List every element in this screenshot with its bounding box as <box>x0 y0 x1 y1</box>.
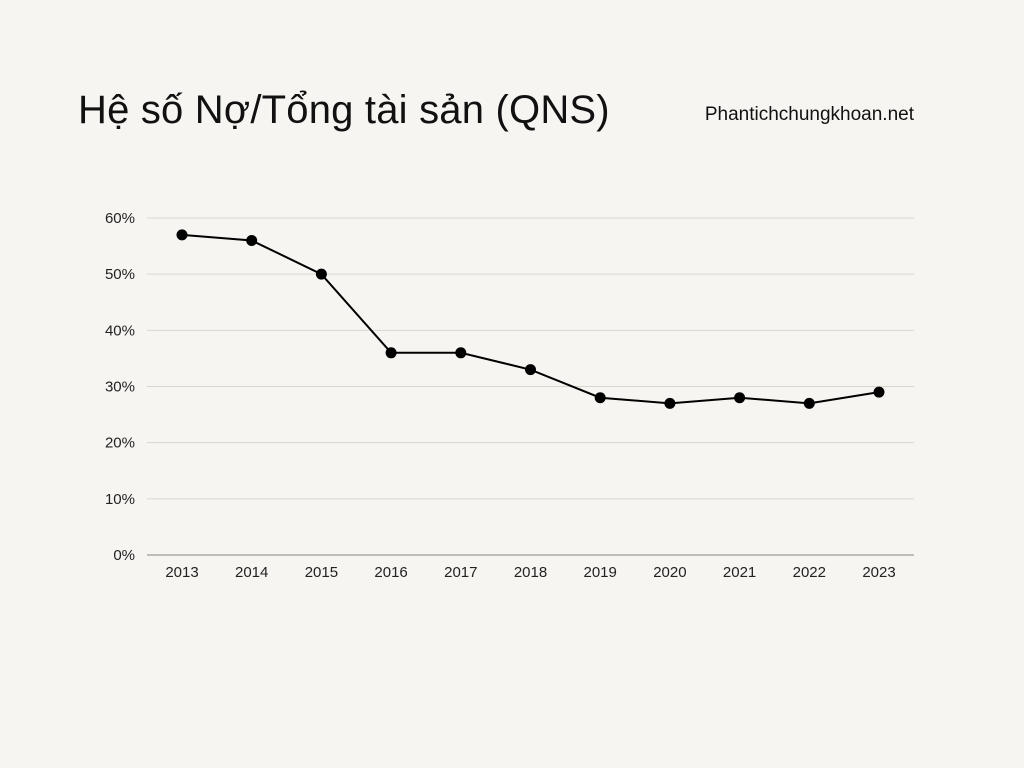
data-point <box>803 397 815 409</box>
x-tick-label: 2015 <box>305 564 338 581</box>
data-point <box>734 392 746 404</box>
x-tick-label: 2017 <box>444 564 477 581</box>
y-tick-label: 30% <box>105 379 135 396</box>
y-tick-label: 20% <box>105 435 135 452</box>
chart-title: Hệ số Nợ/Tổng tài sản (QNS) <box>78 88 610 132</box>
x-axis-ticks: 2013 2014 2015 2016 2017 2018 2019 2020 2021 2022… <box>165 564 895 581</box>
x-tick-label: 2016 <box>374 564 407 581</box>
site-name: Phantichchungkhoan.net <box>704 104 914 125</box>
series-group <box>176 229 885 409</box>
x-tick-label: 2013 <box>165 564 198 581</box>
y-tick-label: 0% <box>113 547 135 564</box>
data-point <box>455 347 467 359</box>
x-tick-label: 2022 <box>793 564 826 581</box>
data-point <box>594 392 606 404</box>
data-point <box>176 229 188 241</box>
y-tick-label: 10% <box>105 491 135 508</box>
data-point <box>873 386 885 398</box>
series-line <box>181 233 880 405</box>
x-tick-label: 2023 <box>862 564 895 581</box>
grid-lines <box>147 217 914 556</box>
data-point <box>315 268 327 280</box>
x-tick-label: 2019 <box>584 564 617 581</box>
data-point <box>664 397 676 409</box>
data-point <box>385 347 397 359</box>
y-axis-ticks: 0% 10% 20% 30% 40% 50% 60% <box>105 210 135 564</box>
x-tick-label: 2021 <box>723 564 756 581</box>
y-tick-label: 40% <box>105 322 135 339</box>
x-tick-label: 2014 <box>235 564 268 581</box>
data-point <box>525 364 536 376</box>
y-tick-label: 50% <box>105 266 135 283</box>
x-tick-label: 2018 <box>514 564 547 581</box>
x-tick-label: 2020 <box>653 564 686 581</box>
y-tick-label: 60% <box>105 210 135 227</box>
data-point <box>246 234 258 246</box>
